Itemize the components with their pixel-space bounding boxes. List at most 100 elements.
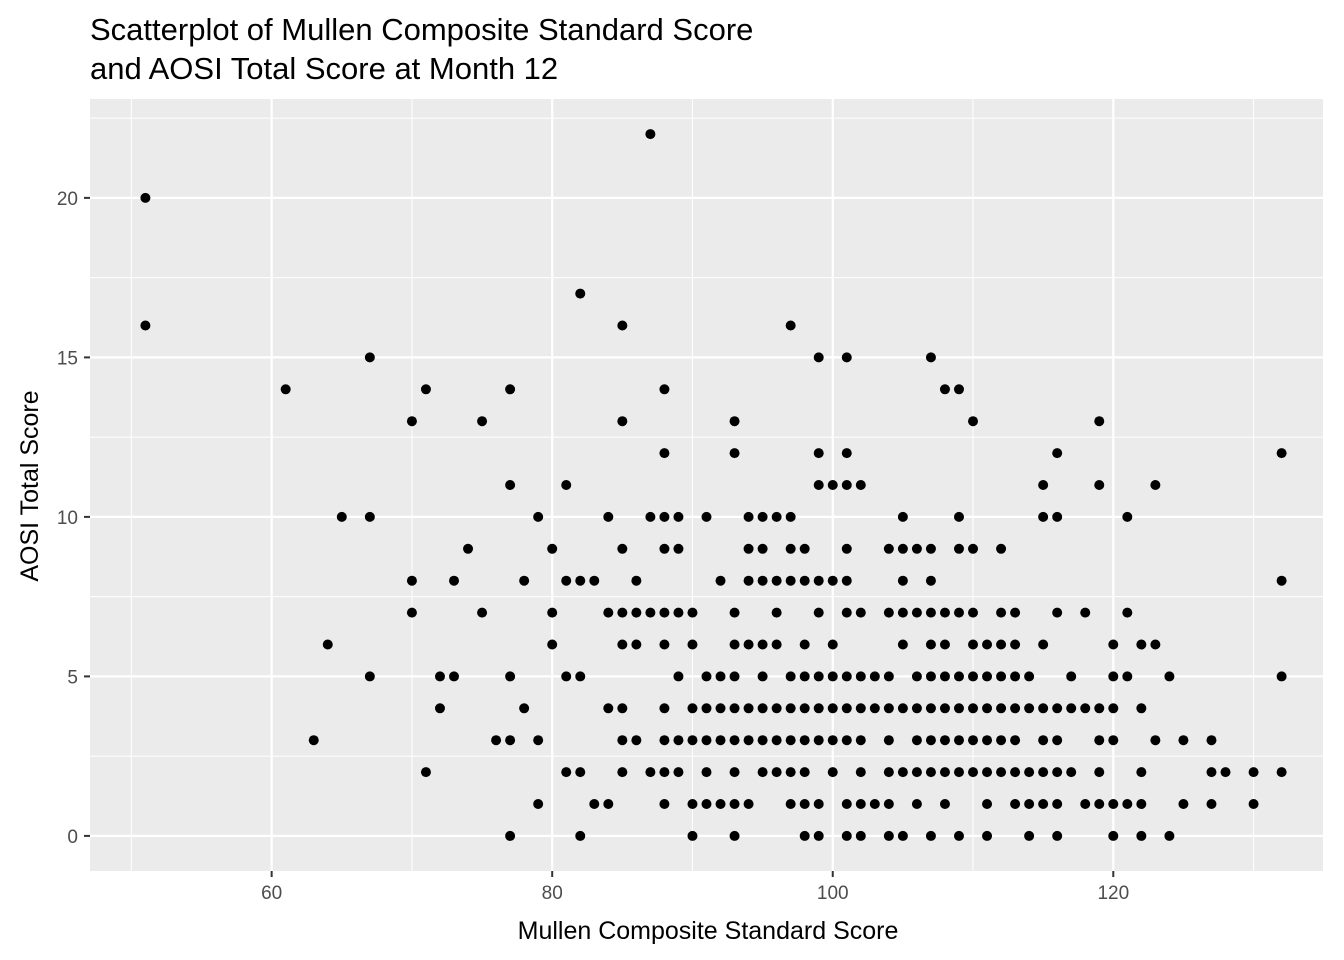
- data-point: [813, 607, 824, 618]
- data-point: [757, 735, 768, 746]
- data-point: [477, 607, 488, 618]
- data-point: [953, 607, 964, 618]
- data-point: [617, 416, 628, 427]
- data-point: [715, 575, 726, 586]
- data-point: [771, 511, 782, 522]
- data-point: [729, 830, 740, 841]
- data-point: [687, 607, 698, 618]
- data-point: [841, 671, 852, 682]
- data-point: [617, 543, 628, 554]
- data-point: [547, 543, 558, 554]
- data-point: [799, 543, 810, 554]
- data-point: [799, 639, 810, 650]
- data-point: [925, 639, 936, 650]
- data-point: [701, 671, 712, 682]
- data-point: [505, 384, 516, 395]
- data-point: [617, 639, 628, 650]
- data-point: [757, 767, 768, 778]
- data-point: [406, 607, 417, 618]
- data-point: [813, 830, 824, 841]
- data-point: [322, 639, 333, 650]
- data-point: [1136, 767, 1147, 778]
- data-point: [827, 639, 838, 650]
- data-point: [547, 607, 558, 618]
- data-point: [631, 607, 642, 618]
- data-point: [939, 671, 950, 682]
- data-point: [996, 543, 1007, 554]
- y-tick-label: 15: [57, 348, 78, 369]
- data-point: [547, 639, 558, 650]
- data-point: [406, 575, 417, 586]
- data-point: [505, 671, 516, 682]
- data-point: [715, 703, 726, 714]
- data-point: [953, 384, 964, 395]
- data-point: [841, 448, 852, 459]
- data-point: [1108, 639, 1119, 650]
- data-point: [1010, 767, 1021, 778]
- data-point: [701, 511, 712, 522]
- y-tick-label: 5: [67, 667, 78, 688]
- y-axis: 0 5 10 15 20: [57, 189, 90, 848]
- data-point: [659, 543, 670, 554]
- data-point: [939, 767, 950, 778]
- chart-title-line-1: Scatterplot of Mullen Composite Standard…: [90, 12, 753, 47]
- data-point: [996, 735, 1007, 746]
- data-point: [1108, 735, 1119, 746]
- data-point: [1010, 607, 1021, 618]
- data-point: [813, 575, 824, 586]
- data-point: [1038, 703, 1049, 714]
- data-point: [1080, 607, 1091, 618]
- data-point: [701, 703, 712, 714]
- data-point: [1010, 703, 1021, 714]
- data-point: [827, 703, 838, 714]
- data-point: [743, 703, 754, 714]
- data-point: [1122, 607, 1133, 618]
- data-point: [1038, 511, 1049, 522]
- data-point: [533, 735, 544, 746]
- data-point: [1220, 767, 1231, 778]
- data-point: [420, 384, 431, 395]
- data-point: [785, 703, 796, 714]
- data-point: [729, 416, 740, 427]
- data-point: [897, 703, 908, 714]
- data-point: [729, 703, 740, 714]
- data-point: [729, 735, 740, 746]
- data-point: [659, 448, 670, 459]
- data-point: [1052, 511, 1063, 522]
- data-point: [1010, 639, 1021, 650]
- data-point: [1108, 830, 1119, 841]
- data-point: [939, 703, 950, 714]
- data-point: [1052, 767, 1063, 778]
- data-point: [897, 575, 908, 586]
- data-point: [645, 129, 656, 140]
- data-points: [140, 129, 1287, 841]
- data-point: [561, 767, 572, 778]
- data-point: [687, 639, 698, 650]
- data-point: [1178, 799, 1189, 810]
- data-point: [701, 735, 712, 746]
- data-point: [939, 384, 950, 395]
- y-axis-title: AOSI Total Score: [16, 390, 44, 581]
- data-point: [911, 671, 922, 682]
- data-point: [1094, 480, 1105, 490]
- data-point: [280, 384, 291, 395]
- data-point: [364, 352, 375, 363]
- data-point: [982, 799, 993, 810]
- chart-title-line-2: and AOSI Total Score at Month 12: [90, 51, 558, 86]
- data-point: [855, 799, 866, 810]
- data-point: [883, 607, 894, 618]
- data-point: [687, 735, 698, 746]
- data-point: [463, 543, 474, 554]
- data-point: [659, 607, 670, 618]
- data-point: [855, 671, 866, 682]
- data-point: [645, 767, 656, 778]
- data-point: [1052, 735, 1063, 746]
- data-point: [561, 671, 572, 682]
- data-point: [813, 480, 824, 490]
- data-point: [1276, 671, 1287, 682]
- data-point: [1038, 767, 1049, 778]
- data-point: [1094, 799, 1105, 810]
- data-point: [1080, 703, 1091, 714]
- data-point: [1136, 639, 1147, 650]
- data-point: [982, 767, 993, 778]
